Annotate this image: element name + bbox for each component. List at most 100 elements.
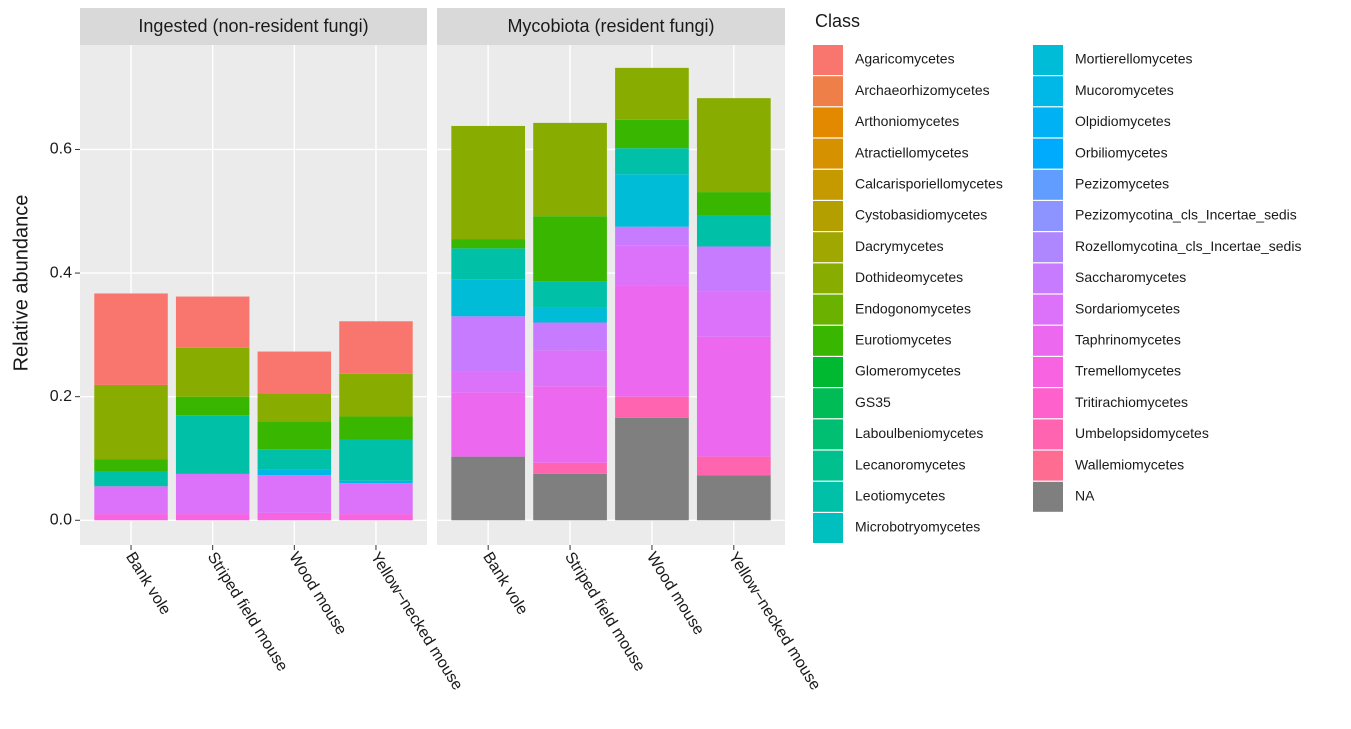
legend-key <box>813 419 843 450</box>
bar-segment <box>615 285 689 397</box>
legend-label: Mucoromycetes <box>1075 82 1174 98</box>
bar-segment <box>257 475 332 513</box>
bar-segment <box>94 471 168 487</box>
bar-segment <box>451 371 526 393</box>
x-tick-label: Striped field mouse <box>561 549 648 674</box>
bar-segment <box>257 449 332 470</box>
legend-label: Cystobasidiomycetes <box>855 207 987 223</box>
legend-label: Tremellomycetes <box>1075 363 1181 379</box>
bar-segment <box>615 119 689 149</box>
bar-segment <box>533 386 607 463</box>
bar-segment <box>451 456 526 521</box>
x-tick-label: Bank vole <box>122 549 174 618</box>
legend-label: Archaeorhizomycetes <box>855 82 990 98</box>
legend-key <box>813 169 843 200</box>
bar-segment <box>451 125 526 240</box>
legend-label: Rozellomycotina_cls_Incertae_sedis <box>1075 238 1301 254</box>
bar-segment <box>257 469 332 476</box>
legend-label: Mortierellomycetes <box>1075 51 1192 67</box>
bar-segment <box>696 456 771 476</box>
bar-segment <box>339 514 413 521</box>
x-tick-label: Striped field mouse <box>204 549 291 674</box>
bar-segment <box>533 281 607 308</box>
bar-segment <box>615 417 689 521</box>
bar-segment <box>696 246 771 292</box>
legend-key <box>1033 45 1063 75</box>
legend-label: Wallemiomycetes <box>1075 456 1184 472</box>
bar-segment <box>175 514 250 521</box>
bar-segment <box>451 316 526 372</box>
bar-segment <box>339 483 413 515</box>
legend-label: Pezizomycetes <box>1075 176 1169 192</box>
bar-segment <box>94 514 168 521</box>
legend-key <box>1033 138 1063 169</box>
legend-label: Laboulbeniomycetes <box>855 425 983 441</box>
legend-key <box>1033 294 1063 325</box>
bar-segment <box>175 396 250 416</box>
legend-key <box>1033 232 1063 263</box>
bar-segment <box>696 475 771 521</box>
bar-segment <box>615 396 689 418</box>
legend-label: NA <box>1075 488 1095 504</box>
legend-key <box>1033 201 1063 231</box>
legend-key <box>813 294 843 325</box>
bar-segment <box>94 486 168 515</box>
legend-label: Sordariomycetes <box>1075 300 1180 316</box>
legend-label: Orbiliomycetes <box>1075 144 1168 160</box>
bar-segment <box>615 174 689 227</box>
legend-key <box>1033 419 1063 450</box>
bar-segment <box>696 192 771 216</box>
legend-key <box>813 232 843 263</box>
legend-title: Class <box>815 11 860 31</box>
legend-label: Arthoniomycetes <box>855 113 959 129</box>
legend-key <box>813 107 843 138</box>
bar-segment <box>339 321 413 374</box>
legend-label: Lecanoromycetes <box>855 456 966 472</box>
legend-key <box>1033 169 1063 200</box>
facet-title: Mycobiota (resident fungi) <box>507 16 714 36</box>
bar-segment <box>339 373 413 417</box>
y-tick-label: 0.4 <box>50 264 72 281</box>
legend-label: Agaricomycetes <box>855 51 955 67</box>
legend-label: Eurotiomycetes <box>855 332 951 348</box>
legend-label: Dothideomycetes <box>855 269 963 285</box>
bar-segment <box>533 350 607 387</box>
legend-key <box>813 325 843 356</box>
legend-label: GS35 <box>855 394 891 410</box>
legend-key <box>1033 325 1063 356</box>
bar-segment <box>533 122 607 217</box>
bar-segment <box>533 307 607 323</box>
strip <box>80 8 427 45</box>
legend-key <box>1033 388 1063 419</box>
bar-segment <box>339 416 413 440</box>
bar-segment <box>451 279 526 317</box>
bar-segment <box>451 239 526 249</box>
legend-key <box>813 45 843 75</box>
legend-key <box>813 388 843 419</box>
legend-key <box>813 513 843 543</box>
x-tick-label: Bank vole <box>479 549 531 618</box>
legend-label: Leotiomycetes <box>855 488 945 504</box>
legend-label: Umbelopsidomycetes <box>1075 425 1209 441</box>
legend-label: Tritirachiomycetes <box>1075 394 1188 410</box>
x-tick-label: Wood mouse <box>643 549 707 638</box>
legend-label: Saccharomycetes <box>1075 269 1186 285</box>
bar-segment <box>533 216 607 282</box>
x-tick-label: Yellow−necked mouse <box>367 549 466 693</box>
bar-segment <box>175 296 250 348</box>
bar-segment <box>615 67 689 120</box>
bar-segment <box>94 293 168 385</box>
legend-key <box>1033 76 1063 107</box>
y-tick-label: 0.6 <box>50 141 72 158</box>
bar-segment <box>696 336 771 457</box>
legend-key <box>1033 450 1063 481</box>
bar-segment <box>94 384 168 460</box>
legend-label: Calcarisporiellomycetes <box>855 176 1003 192</box>
bar-segment <box>696 291 771 337</box>
bar-segment <box>533 322 607 351</box>
x-tick-label: Wood mouse <box>285 549 349 638</box>
legend-label: Glomeromycetes <box>855 363 961 379</box>
y-axis-title: Relative abundance <box>10 195 32 372</box>
legend-key <box>813 263 843 294</box>
